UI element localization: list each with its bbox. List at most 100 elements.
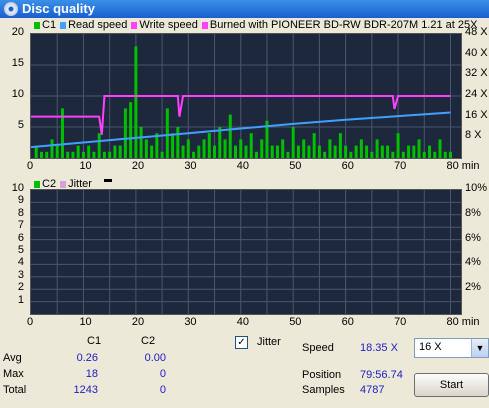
c1-bar [349,151,353,158]
c1-bar [218,127,222,158]
burned-swatch [201,21,208,29]
c1-bar [113,145,117,158]
stats-max-c1: 18 [85,368,98,380]
top_chart-x-tick: 10 [79,160,92,172]
top_chart-y2-tick: 16 X [465,108,488,121]
c1-bar [87,145,91,158]
position-value: 79:56.74 [360,369,403,381]
c1-bar [92,151,96,158]
window-body: C1 Read speed Write speed Burned with PI… [0,18,489,408]
c1-bar [422,151,426,158]
bottom_chart-x-tick: 40 [236,316,249,328]
c1-bar [171,133,175,158]
c1-bar [386,145,390,158]
top_chart-x-tick: 30 [184,160,197,172]
jitter-checkbox[interactable]: ✓ [235,336,248,349]
bottom_chart-y-tick: 6 [17,231,24,244]
disc-icon [4,2,18,16]
c1-bar [328,139,332,158]
c1-bar [359,139,363,158]
top_chart-x-tick: 80 min [446,160,480,172]
bottom_chart-x-tick: 30 [184,316,197,328]
top_chart-x-tick: 0 [27,160,34,172]
c1-bar [165,108,169,158]
stats-max-label: Max [3,368,24,380]
c1-bar [202,139,206,158]
top_chart-x-tick: 40 [236,160,249,172]
bottom_chart-x-tick: 70 [394,316,407,328]
speed-value: 18.35 X [360,342,398,354]
bottom_chart-y2-tick: 6% [465,231,481,244]
window-title: Disc quality [22,1,95,16]
bottom_chart-y-tick: 5 [17,244,24,256]
c1-bar [249,133,253,158]
c1-bar [275,145,279,158]
c1-bar [443,151,447,158]
bottom_chart-y-tick: 2 [17,281,24,294]
c1-bar [317,145,321,158]
stats-header-c1: C1 [87,335,102,347]
c1-bar [118,145,122,158]
stats-avg-c2: 0.00 [144,352,166,364]
c1-bar [66,151,70,158]
chevron-down-icon[interactable]: ▼ [471,339,488,357]
bottom-chart [30,189,462,315]
top-chart-svg [31,34,461,158]
c1-bar [176,127,180,158]
c1-bar [428,145,432,158]
legend-c2: C2 [42,178,57,190]
top_chart-y2-tick: 48 X [465,26,488,38]
c1-bar [160,151,164,158]
top-legend: C1 Read speed Write speed Burned with PI… [34,19,477,31]
c1-bar [223,139,227,158]
speed-select[interactable]: 16 X ▼ [414,338,489,358]
read-speed-swatch [60,21,67,29]
c1-bar [134,46,138,158]
c1-bar [55,145,59,158]
c1-bar [155,133,159,158]
bottom_chart-y2-tick: 10% [465,182,488,194]
top_chart-x-tick: 20 [131,160,145,172]
top_chart-y2-tick: 40 X [465,46,488,59]
write-speed-line [31,95,451,135]
c1-bar [123,108,127,158]
c1-bar [97,133,101,158]
c1-bar [129,102,133,158]
c1-bar [433,151,437,158]
c1-bar [354,145,358,158]
c1-bar [380,145,384,158]
top_chart-y2-tick: 8 X [465,129,482,142]
c1-bar [260,139,264,158]
bottom_chart-y-tick: 3 [17,268,24,281]
c1-bar [234,145,238,158]
bottom_chart-y-tick: 9 [17,194,24,207]
stats-total-c1: 1243 [73,384,98,396]
c1-bar [139,127,143,158]
legend-jitter: Jitter [68,178,92,190]
c1-bar [375,139,379,158]
top_chart-y-tick: 20 [11,26,24,38]
bottom_chart-y-tick: 1 [17,293,24,306]
bottom-chart-svg [31,190,461,314]
c1-bar [307,145,311,158]
c1-bar [39,151,43,158]
c1-bar [407,145,411,158]
start-button[interactable]: Start [414,373,489,397]
bottom_chart-y2-tick: 2% [465,281,481,294]
c1-bar [370,151,374,158]
top_chart-x-tick: 50 [289,160,302,172]
c1-bar [254,151,258,158]
legend-c1: C1 [42,19,57,31]
c1-bar [228,114,232,158]
stats-header-c2: C2 [141,335,156,347]
top_chart-x-tick: 60 [341,160,354,172]
c1-bar [438,139,442,158]
bottom_chart-y-tick: 8 [17,206,24,219]
c1-bar [71,151,75,158]
c1-bar [365,145,369,158]
c1-bar [333,145,337,158]
bottom_chart-y2-tick: 4% [465,256,481,269]
c1-bar [192,151,196,158]
bottom_chart-y-tick: 10 [11,182,24,194]
top_chart-y2-tick: 32 X [465,67,488,80]
